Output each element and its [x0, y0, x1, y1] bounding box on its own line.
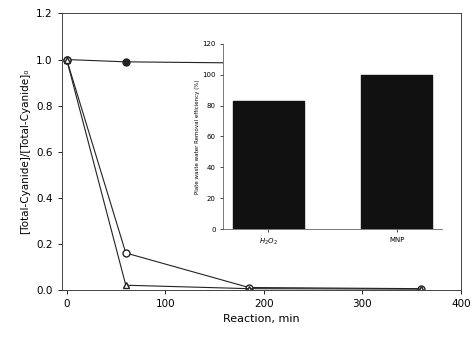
Y-axis label: Plate waste water Removal efficiency (%): Plate waste water Removal efficiency (%): [195, 79, 200, 194]
Y-axis label: [Total-Cyanide]/[Total-Cyanide]₀: [Total-Cyanide]/[Total-Cyanide]₀: [20, 69, 30, 235]
Bar: [233, 101, 304, 229]
X-axis label: Reaction, min: Reaction, min: [223, 314, 300, 325]
Bar: [361, 75, 432, 229]
